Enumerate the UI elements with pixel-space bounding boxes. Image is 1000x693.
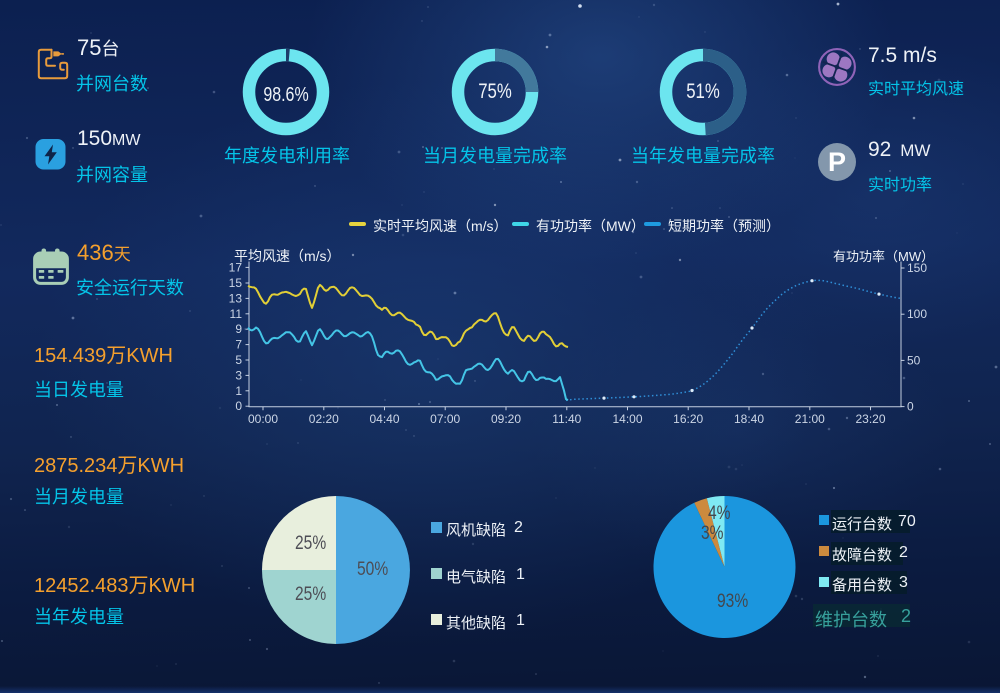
svg-text:50: 50 bbox=[907, 353, 921, 367]
svg-text:7: 7 bbox=[235, 338, 242, 352]
svg-text:100: 100 bbox=[907, 307, 927, 321]
svg-text:09:20: 09:20 bbox=[491, 412, 521, 426]
svg-text:16:20: 16:20 bbox=[673, 412, 703, 426]
svg-text:0: 0 bbox=[907, 400, 914, 414]
svg-text:1: 1 bbox=[235, 384, 242, 398]
svg-text:02:20: 02:20 bbox=[309, 412, 339, 426]
svg-text:9: 9 bbox=[235, 322, 242, 336]
svg-text:13: 13 bbox=[229, 291, 243, 305]
svg-text:3: 3 bbox=[235, 368, 242, 382]
svg-text:00:00: 00:00 bbox=[248, 412, 278, 426]
svg-text:21:00: 21:00 bbox=[795, 412, 825, 426]
svg-text:14:00: 14:00 bbox=[612, 412, 642, 426]
svg-text:23:20: 23:20 bbox=[855, 412, 885, 426]
svg-text:15: 15 bbox=[229, 276, 243, 290]
svg-text:04:40: 04:40 bbox=[369, 412, 399, 426]
svg-text:18:40: 18:40 bbox=[734, 412, 764, 426]
svg-text:150: 150 bbox=[907, 261, 927, 275]
svg-text:17: 17 bbox=[229, 260, 243, 274]
svg-text:5: 5 bbox=[235, 353, 242, 367]
svg-text:0: 0 bbox=[235, 399, 242, 413]
svg-text:11: 11 bbox=[230, 307, 243, 321]
svg-text:11:40: 11:40 bbox=[552, 412, 581, 426]
svg-text:07:00: 07:00 bbox=[430, 412, 460, 426]
